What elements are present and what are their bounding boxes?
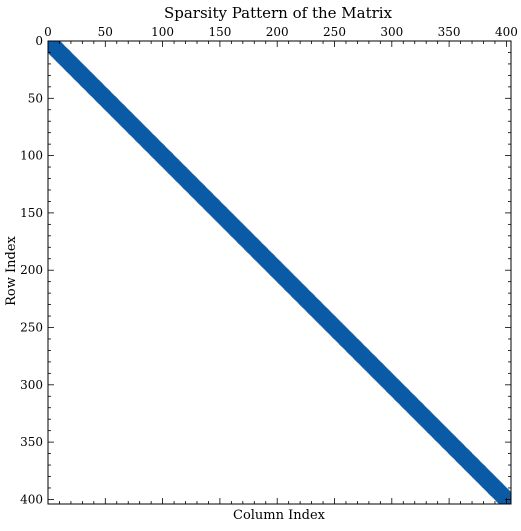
plot-frame [47,40,512,505]
x-tick-label: 400 [495,25,518,39]
nonzero-band [48,41,511,504]
y-tick-label: 0 [35,34,43,48]
x-tick-label: 100 [151,25,174,39]
y-tick-label: 50 [28,91,43,105]
chart-title: Sparsity Pattern of the Matrix [164,4,393,22]
x-tick-label: 150 [208,25,231,39]
y-tick-label: 100 [20,149,43,163]
plot-area [48,41,511,504]
x-tick-label: 0 [44,25,52,39]
y-tick-label: 250 [20,321,43,335]
x-tick-label: 250 [323,25,346,39]
x-tick-label: 300 [380,25,403,39]
x-tick-label: 350 [438,25,461,39]
x-axis-title: Column Index [233,508,326,523]
x-tick-label: 200 [266,25,289,39]
y-tick-label: 350 [20,435,43,449]
y-tick-label: 150 [20,206,43,220]
y-tick-label: 400 [20,492,43,506]
x-tick-label: 50 [98,25,113,39]
axis-tick-labels: 0 50 100 150 200 250 300 350 400 0 50 100 150 200 250 3… [20,25,518,506]
y-axis-title: Row Index [4,235,19,305]
y-tick-label: 200 [20,263,43,277]
y-tick-label: 300 [20,378,43,392]
